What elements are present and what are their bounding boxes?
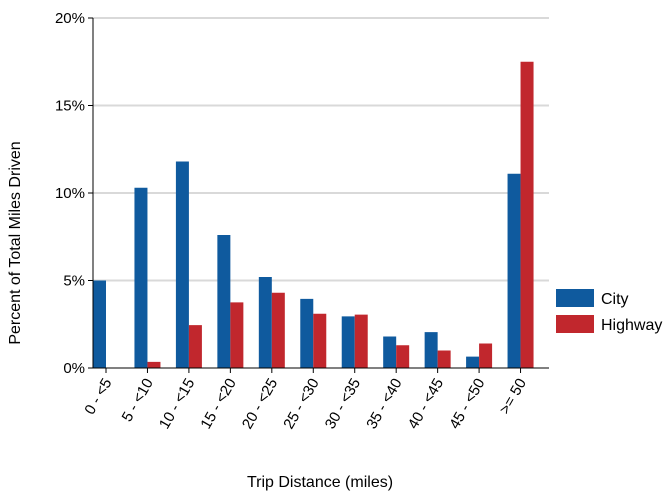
- bar-highway: [354, 314, 368, 368]
- bar-city: [300, 298, 314, 368]
- x-tick-label: >= 50: [496, 376, 530, 418]
- x-tick-label: 40 - <45: [405, 376, 447, 433]
- legend-label-city: City: [601, 291, 629, 308]
- bar-city: [383, 336, 397, 368]
- bar-highway: [147, 361, 161, 368]
- bar-city: [466, 356, 480, 368]
- x-tick-label: 15 - <20: [197, 376, 239, 433]
- bar-city: [175, 161, 189, 368]
- bar-city: [424, 332, 438, 368]
- y-tick-label: 10%: [55, 185, 85, 202]
- y-tick-label: 20%: [55, 10, 85, 27]
- y-tick-label: 5%: [63, 273, 85, 290]
- y-tick-label: 15%: [55, 98, 85, 115]
- bar-highway: [271, 292, 285, 368]
- bar-city: [134, 187, 148, 368]
- x-tick-label: 25 - <30: [280, 376, 322, 433]
- bar-highway: [230, 302, 244, 368]
- legend-swatch-city: [556, 289, 594, 307]
- x-tick-label: 45 - <50: [446, 376, 488, 433]
- bar-highway: [396, 345, 410, 368]
- y-tick-label: 0%: [63, 360, 85, 377]
- x-tick-label: 0 - <5: [81, 376, 115, 418]
- bar-highway: [520, 61, 534, 368]
- gridlines: [93, 17, 549, 282]
- y-tick-labels: 0% 5% 10% 15% 20%: [55, 10, 93, 377]
- bar-city: [507, 173, 521, 368]
- y-axis-title: Percent of Total Miles Driven: [7, 141, 24, 344]
- legend-label-highway: Highway: [601, 317, 662, 334]
- bar-city: [93, 280, 106, 368]
- bar-highway: [313, 313, 327, 368]
- x-tick-label: 30 - <35: [322, 376, 364, 433]
- bar-highway: [437, 350, 451, 368]
- x-tick-label: 20 - <25: [239, 376, 281, 433]
- bar-city: [217, 235, 231, 368]
- bar-highway: [188, 325, 202, 368]
- bar-highway: [479, 343, 493, 368]
- x-tick-label: 10 - <15: [156, 376, 198, 433]
- bars: [93, 61, 534, 368]
- bar-city: [341, 316, 355, 368]
- x-axis-title: Trip Distance (miles): [247, 474, 393, 491]
- x-tick-label: 35 - <40: [363, 376, 405, 433]
- legend: City Highway: [556, 289, 662, 334]
- legend-swatch-highway: [556, 315, 594, 333]
- bar-city: [258, 277, 272, 368]
- x-tick-label: 5 - <10: [119, 376, 157, 425]
